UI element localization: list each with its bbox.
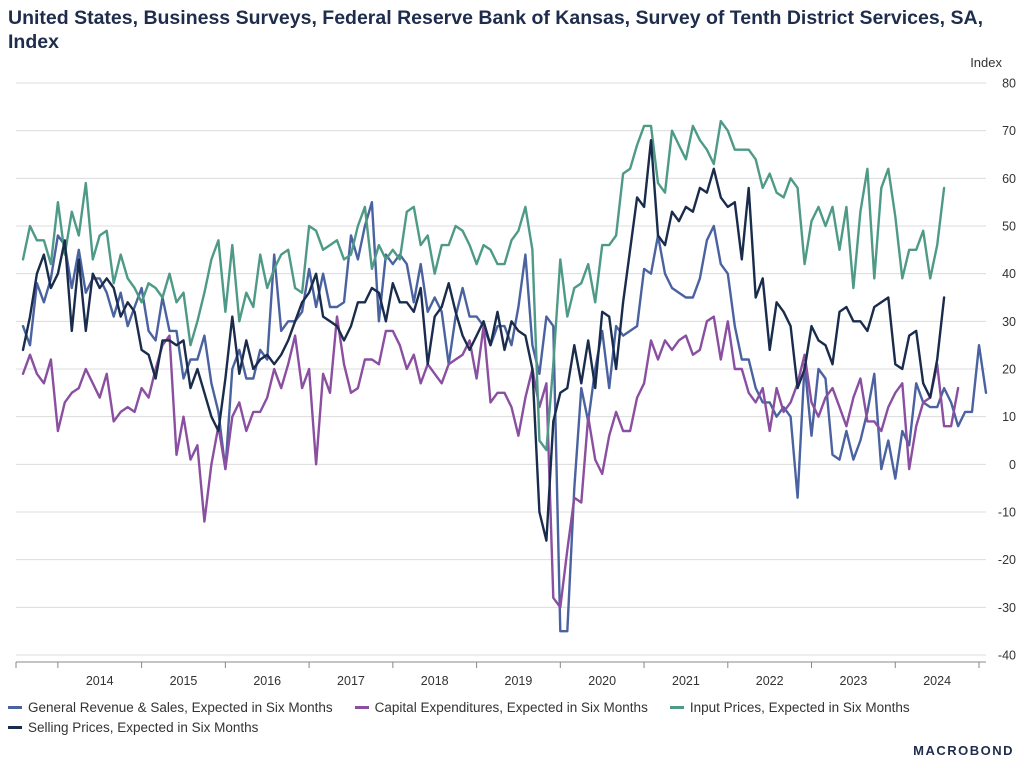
y-tick-label: 60 [1002, 172, 1016, 186]
x-tick-label: 2015 [170, 674, 198, 688]
legend-item-input-prices: Input Prices, Expected in Six Months [669, 699, 910, 715]
y-tick-label: 20 [1002, 363, 1016, 377]
legend-swatch-input-prices [669, 705, 684, 709]
y-axis-label: Index [970, 55, 1002, 70]
y-tick-label: 10 [1002, 410, 1016, 424]
y-tick-label: 70 [1002, 124, 1016, 138]
legend-label-capex: Capital Expenditures, Expected in Six Mo… [374, 699, 648, 715]
x-tick-label: 2022 [756, 674, 784, 688]
y-axis-tick-labels: -40 -30 -20 -10 0 10 20 30 40 50 60 70 80 [998, 77, 1016, 663]
legend-label-input-prices: Input Prices, Expected in Six Months [689, 699, 910, 715]
series-line-0 [21, 200, 988, 633]
series-line-3 [21, 138, 946, 542]
x-tick-label: 2018 [421, 674, 449, 688]
y-tick-label: -10 [998, 506, 1016, 520]
series-line-1 [21, 315, 960, 609]
legend-swatch-revenue [8, 705, 22, 709]
x-tick-label: 2014 [86, 674, 114, 688]
legend-label-selling-prices: Selling Prices, Expected in Six Months [28, 719, 259, 735]
x-tick-label: 2021 [672, 674, 700, 688]
x-tick-label: 2024 [923, 674, 951, 688]
series-lines [21, 119, 988, 633]
x-tick-label: 2016 [253, 674, 281, 688]
y-tick-label: 80 [1002, 77, 1016, 91]
y-tick-label: -40 [998, 649, 1016, 663]
y-tick-label: 50 [1002, 220, 1016, 234]
x-tick-label: 2019 [505, 674, 533, 688]
brand-logo: MACROBOND [913, 743, 1014, 758]
legend: General Revenue & Sales, Expected in Six… [8, 697, 1008, 737]
x-axis: 2014 2015 2016 2017 2018 2019 2020 2021 2022 2023… [15, 661, 986, 688]
series-line-2 [21, 119, 946, 452]
legend-swatch-capex [354, 705, 369, 709]
y-tick-label: 0 [1009, 458, 1016, 472]
gridlines [16, 82, 986, 656]
y-tick-label: 30 [1002, 315, 1016, 329]
x-tick-label: 2023 [840, 674, 868, 688]
legend-label-revenue: General Revenue & Sales, Expected in Six… [28, 699, 333, 715]
y-tick-label: 40 [1002, 267, 1016, 281]
legend-item-revenue: General Revenue & Sales, Expected in Six… [8, 700, 333, 715]
legend-item-selling-prices: Selling Prices, Expected in Six Months [8, 720, 258, 735]
legend-row-2: Selling Prices, Expected in Six Months [8, 717, 1008, 737]
x-tick-label: 2017 [337, 674, 365, 688]
chart-title: United States, Business Surveys, Federal… [8, 7, 984, 53]
y-tick-label: -20 [998, 553, 1016, 567]
x-tick-label: 2020 [588, 674, 616, 688]
legend-row-1: General Revenue & Sales, Expected in Six… [8, 697, 1008, 717]
legend-item-capex: Capital Expenditures, Expected in Six Mo… [354, 699, 648, 715]
legend-swatch-selling-prices [8, 725, 22, 729]
y-tick-label: -30 [998, 601, 1016, 615]
